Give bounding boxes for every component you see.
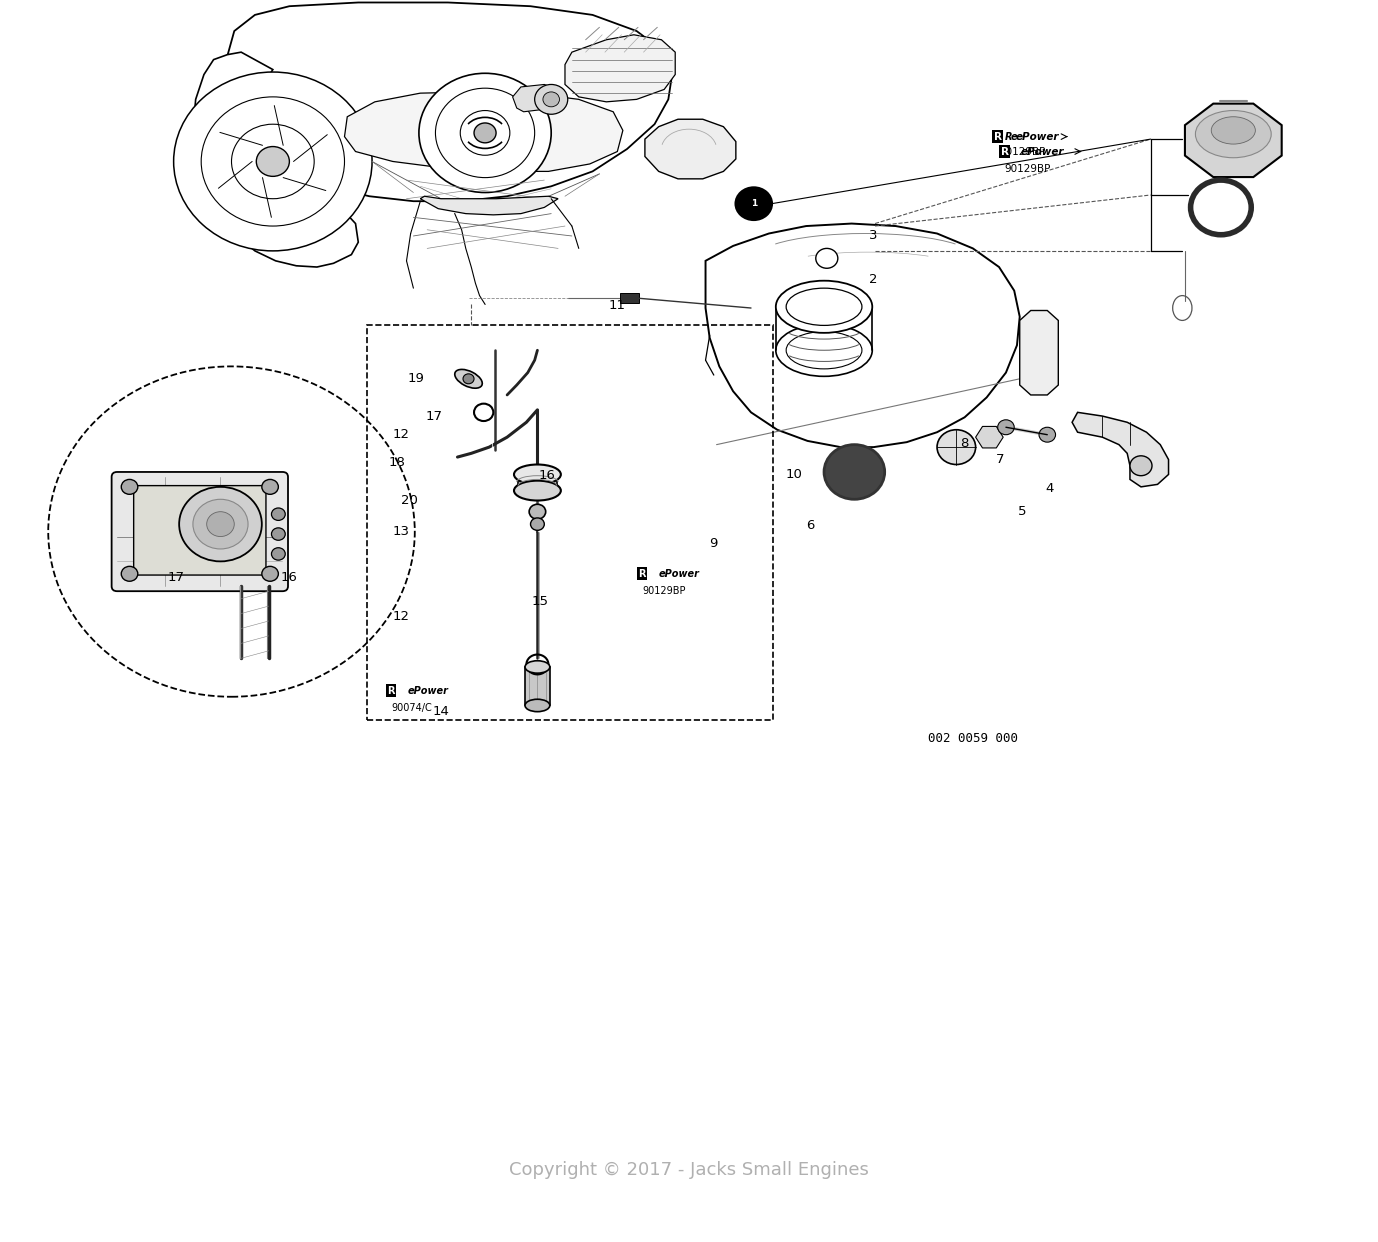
Circle shape [419, 73, 551, 193]
Circle shape [271, 548, 285, 560]
Circle shape [271, 528, 285, 540]
Bar [367, 325, 773, 720]
Ellipse shape [785, 288, 863, 325]
Circle shape [463, 374, 474, 384]
Circle shape [435, 88, 535, 178]
Polygon shape [227, 2, 672, 201]
Ellipse shape [776, 324, 872, 376]
Text: 12: 12 [393, 428, 409, 441]
Polygon shape [344, 92, 623, 171]
Text: 90074/C: 90074/C [391, 703, 433, 713]
Text: 19: 19 [408, 373, 424, 385]
Circle shape [271, 508, 285, 520]
Text: 7: 7 [996, 453, 1005, 466]
Text: 13: 13 [393, 525, 409, 538]
Text: 16: 16 [281, 571, 298, 584]
Text: 11: 11 [609, 299, 626, 312]
Polygon shape [976, 426, 1003, 448]
Circle shape [529, 504, 546, 519]
Polygon shape [193, 52, 358, 267]
Circle shape [474, 123, 496, 143]
Circle shape [174, 72, 372, 251]
Ellipse shape [514, 465, 561, 484]
Text: 3: 3 [870, 230, 878, 242]
Ellipse shape [1211, 117, 1255, 144]
Text: Copyright © 2017 - Jacks Small Engines: Copyright © 2017 - Jacks Small Engines [508, 1161, 870, 1179]
FancyBboxPatch shape [112, 472, 288, 591]
Ellipse shape [514, 481, 561, 501]
Text: 17: 17 [426, 410, 442, 422]
Ellipse shape [785, 332, 863, 369]
Text: 2: 2 [870, 273, 878, 286]
Circle shape [543, 92, 559, 107]
Text: ePower: ePower [408, 686, 449, 696]
Text: 8: 8 [960, 437, 969, 450]
Circle shape [262, 566, 278, 581]
Circle shape [816, 248, 838, 268]
Text: 4: 4 [1046, 482, 1054, 494]
Circle shape [531, 518, 544, 530]
Text: R: R [994, 132, 1002, 142]
Circle shape [535, 84, 568, 114]
Circle shape [232, 124, 314, 199]
Circle shape [998, 420, 1014, 435]
Text: 15: 15 [532, 595, 548, 607]
Circle shape [207, 512, 234, 537]
Circle shape [121, 479, 138, 494]
Text: 10: 10 [785, 468, 802, 481]
Polygon shape [525, 667, 550, 705]
Text: ePower: ePower [659, 569, 700, 579]
Circle shape [824, 445, 885, 499]
Text: R: R [1000, 147, 1009, 156]
Polygon shape [706, 224, 1020, 447]
Text: 18: 18 [389, 456, 405, 468]
Text: 20: 20 [401, 494, 418, 507]
Polygon shape [518, 474, 557, 491]
Circle shape [193, 499, 248, 549]
Polygon shape [620, 293, 639, 303]
Text: 90129BP: 90129BP [1005, 164, 1051, 174]
Text: 14: 14 [433, 705, 449, 718]
Circle shape [460, 111, 510, 155]
Circle shape [937, 430, 976, 465]
Polygon shape [1072, 412, 1169, 487]
Ellipse shape [525, 699, 550, 712]
Circle shape [262, 479, 278, 494]
Text: R: R [387, 686, 395, 696]
FancyBboxPatch shape [134, 486, 266, 575]
Polygon shape [1185, 103, 1282, 178]
Circle shape [734, 186, 773, 221]
Text: 6: 6 [806, 519, 814, 532]
Text: Re: Re [1005, 132, 1018, 142]
Ellipse shape [525, 661, 550, 673]
Ellipse shape [1195, 111, 1271, 158]
Text: ePower: ePower [1021, 147, 1065, 156]
Text: 9: 9 [710, 538, 718, 550]
Text: 1: 1 [751, 199, 757, 209]
Text: 12: 12 [393, 610, 409, 622]
Circle shape [256, 147, 289, 176]
Text: 5: 5 [1018, 505, 1027, 518]
Text: 90129BP: 90129BP [642, 586, 686, 596]
Circle shape [1130, 456, 1152, 476]
Ellipse shape [455, 369, 482, 389]
Polygon shape [513, 84, 558, 112]
Ellipse shape [776, 281, 872, 333]
Circle shape [179, 487, 262, 561]
Polygon shape [1020, 310, 1058, 395]
Text: ePower: ePower [1016, 132, 1060, 142]
Polygon shape [645, 119, 736, 179]
Text: 16: 16 [539, 469, 555, 482]
Circle shape [201, 97, 344, 226]
Text: 90129BP: 90129BP [999, 147, 1046, 156]
Polygon shape [565, 35, 675, 102]
Circle shape [121, 566, 138, 581]
Text: R: R [638, 569, 646, 579]
Polygon shape [420, 196, 558, 215]
Text: 002 0059 000: 002 0059 000 [927, 733, 1018, 745]
Circle shape [1039, 427, 1056, 442]
Text: 17: 17 [168, 571, 185, 584]
